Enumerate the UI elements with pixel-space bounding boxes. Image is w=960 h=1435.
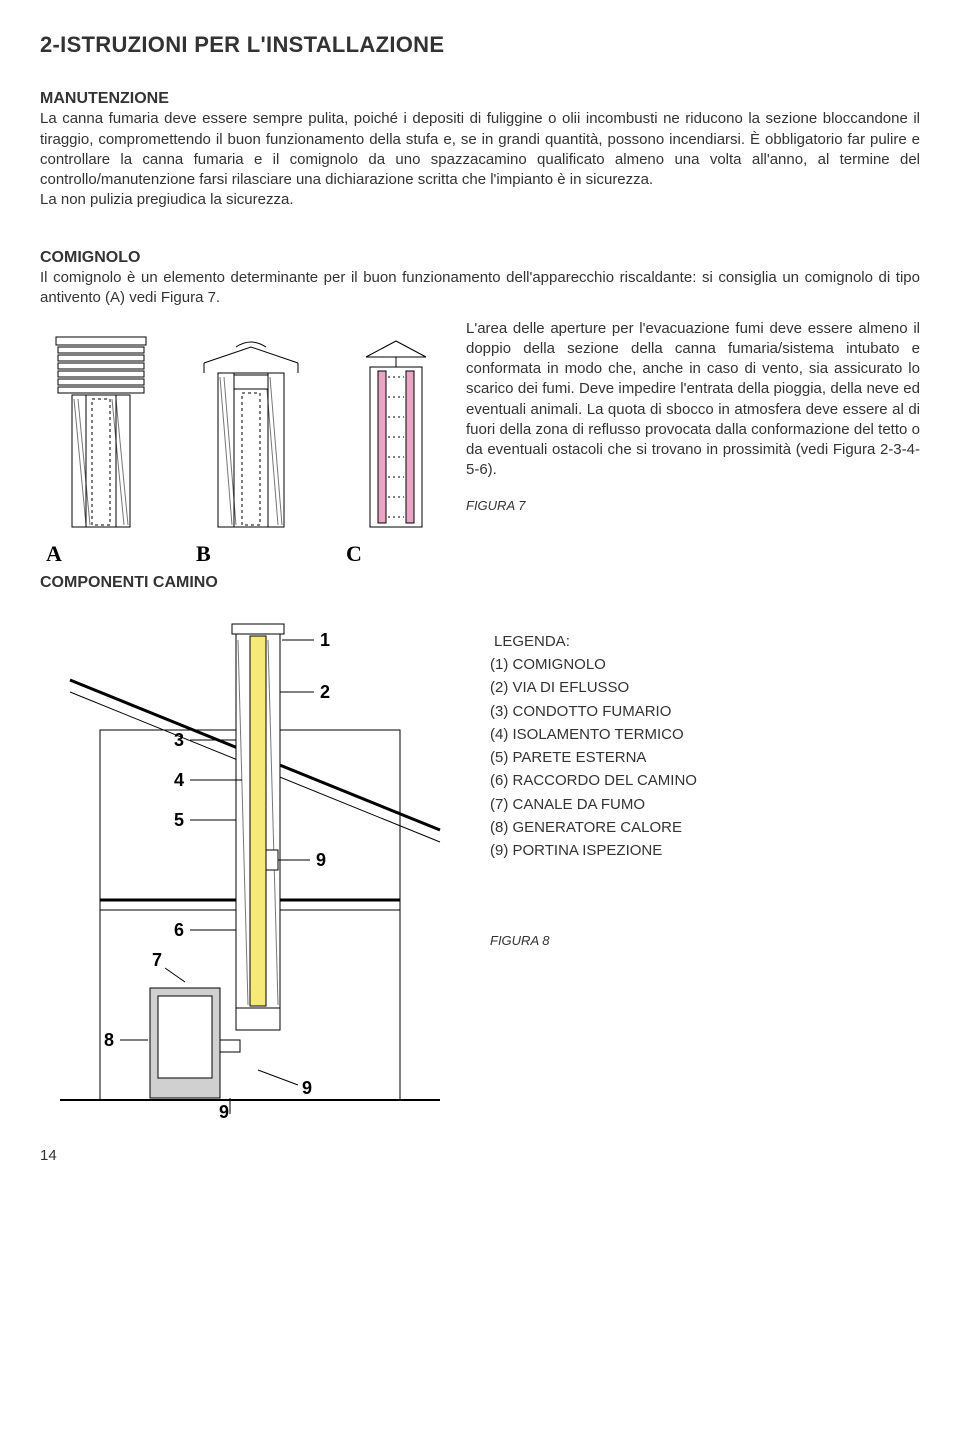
- legend-item-9: (9) PORTINA ISPEZIONE: [490, 839, 697, 862]
- co-9b: 9: [302, 1078, 312, 1098]
- legend-item-1: (1) COMIGNOLO: [490, 653, 697, 676]
- manutenzione-heading: MANUTENZIONE: [40, 88, 920, 110]
- legend-item-3: (3) CONDOTTO FUMARIO: [490, 700, 697, 723]
- page-title: 2-ISTRUZIONI PER L'INSTALLAZIONE: [40, 30, 920, 60]
- co-8: 8: [104, 1030, 114, 1050]
- comignolo-heading: COMIGNOLO: [40, 247, 920, 269]
- legend-item-2: (2) VIA DI EFLUSSO: [490, 676, 697, 699]
- co-5: 5: [174, 810, 184, 830]
- chimney-c-svg: [346, 327, 446, 537]
- legend-item-5: (5) PARETE ESTERNA: [490, 746, 697, 769]
- legend-item-6: (6) RACCORDO DEL CAMINO: [490, 769, 697, 792]
- co-6: 6: [174, 920, 184, 940]
- page-number: 14: [40, 1146, 920, 1166]
- legend-item-8: (8) GENERATORE CALORE: [490, 816, 697, 839]
- figura-7-row: A: [40, 319, 920, 569]
- chimney-a-label: A: [46, 539, 62, 569]
- co-9c: 9: [219, 1102, 229, 1120]
- co-7: 7: [152, 950, 162, 970]
- figura-8-row: 1 2 3 4 5 9 6 7 8 9 9 LEGENDA: (1) COMIG…: [40, 600, 920, 1120]
- chimney-c-label: C: [346, 539, 362, 569]
- legend-item-4: (4) ISOLAMENTO TERMICO: [490, 723, 697, 746]
- co-2: 2: [320, 682, 330, 702]
- manutenzione-body: La canna fumaria deve essere sempre puli…: [40, 109, 920, 210]
- co-1: 1: [320, 630, 330, 650]
- figura-7-chimneys: A: [40, 319, 446, 569]
- componenti-heading: COMPONENTI CAMINO: [40, 572, 920, 594]
- chimney-b-label: B: [196, 539, 211, 569]
- co-4: 4: [174, 770, 184, 790]
- figura-8-caption: FIGURA 8: [490, 932, 697, 950]
- figura-8-svg: 1 2 3 4 5 9 6 7 8 9 9: [40, 600, 460, 1120]
- comignolo-side-text: L'area delle aperture per l'evacuazione …: [466, 319, 920, 481]
- legend-title: LEGENDA:: [494, 630, 697, 653]
- co-9a: 9: [316, 850, 326, 870]
- chimney-a-svg: [46, 327, 156, 537]
- chimney-b-svg: [196, 327, 306, 537]
- comignolo-intro: Il comignolo è un elemento determinante …: [40, 268, 920, 309]
- legend-item-7: (7) CANALE DA FUMO: [490, 793, 697, 816]
- legend-block: LEGENDA: (1) COMIGNOLO (2) VIA DI EFLUSS…: [490, 600, 697, 863]
- figura-7-caption: FIGURA 7: [466, 497, 920, 515]
- co-3: 3: [174, 730, 184, 750]
